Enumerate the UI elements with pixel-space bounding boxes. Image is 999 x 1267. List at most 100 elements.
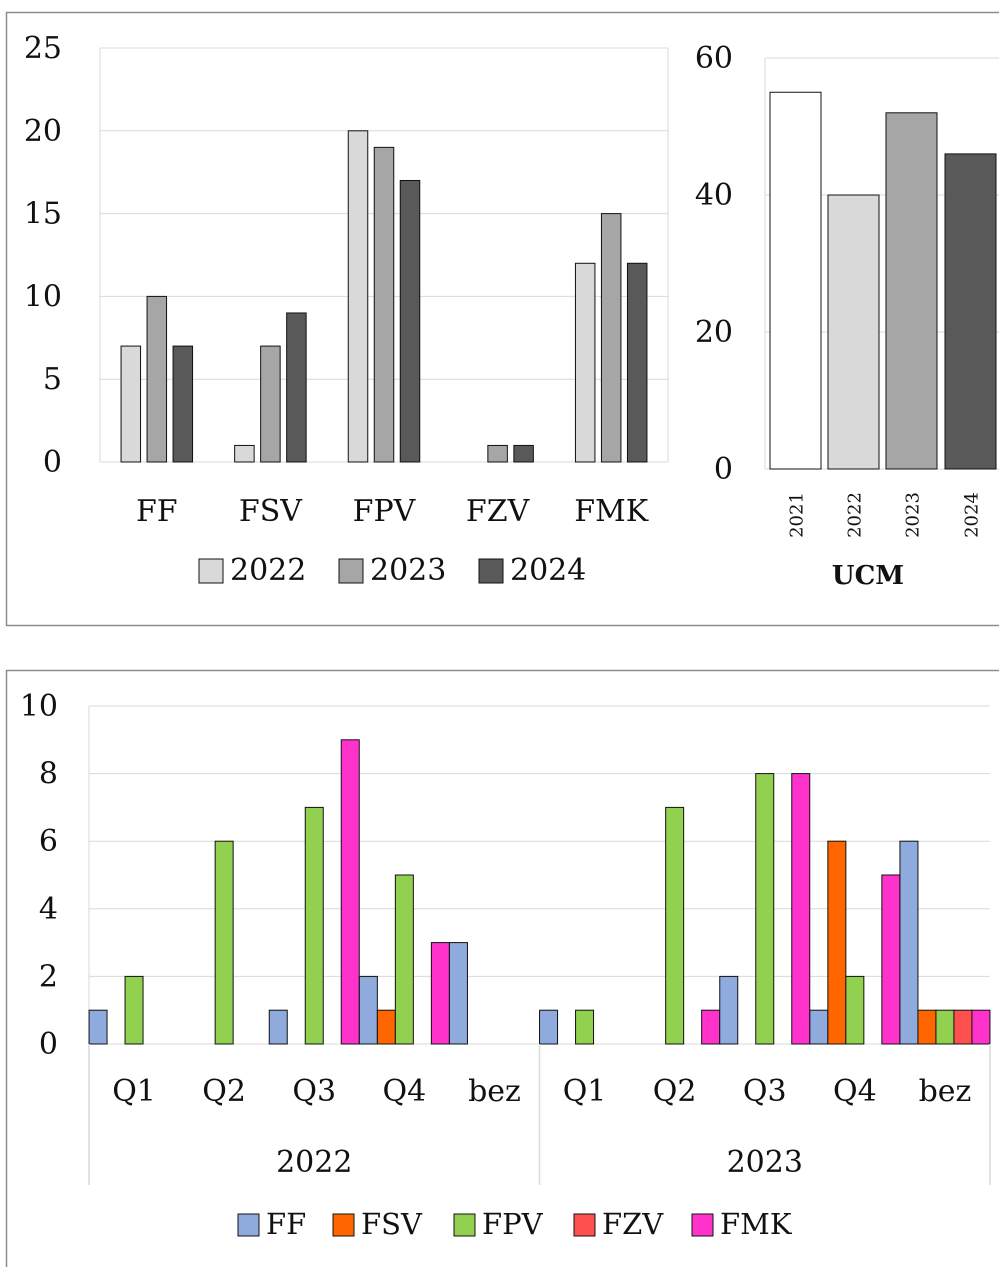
bar-Q4-FF xyxy=(358,975,378,1045)
bar-Q4-FMK xyxy=(430,942,450,1045)
bar-Q3-FPV xyxy=(304,806,324,1045)
x-tick-label: FZV xyxy=(466,494,531,529)
x-tick-label: 2023 xyxy=(903,492,924,538)
legend-label: 2024 xyxy=(510,553,586,588)
x-tick-label: Q4 xyxy=(383,1074,427,1109)
bar-ucm-2021 xyxy=(769,91,822,470)
bar-Q4-FSV xyxy=(827,840,847,1045)
bar-Q2-FPV xyxy=(665,806,685,1045)
y-tick-label: 60 xyxy=(695,41,733,76)
bar-FMK-2024 xyxy=(626,262,648,463)
x-tick-label: FSV xyxy=(239,494,303,529)
y-tick-label: 20 xyxy=(695,315,733,350)
y-tick-label: 0 xyxy=(39,1027,58,1062)
x-tick-label: Q2 xyxy=(653,1074,697,1109)
bar-Q3-FPV xyxy=(755,773,775,1045)
x-tick-label: Q3 xyxy=(292,1074,336,1109)
bar-FF-2024 xyxy=(172,345,194,463)
legend-label: FMK xyxy=(720,1207,793,1241)
bar-bez-FSV xyxy=(917,1009,937,1045)
bar-FMK-2023 xyxy=(600,213,622,463)
bar-ucm-2024 xyxy=(944,153,997,470)
legend-swatch-2022 xyxy=(198,558,224,584)
bar-Q4-FPV xyxy=(394,874,414,1045)
bar-FMK-2022 xyxy=(574,262,596,463)
bar-bez-FF xyxy=(448,942,468,1045)
y-tick-label: 15 xyxy=(24,197,62,232)
x-tick-label: Q4 xyxy=(833,1074,877,1109)
bar-FF-2023 xyxy=(146,295,168,463)
legend-swatch-2023 xyxy=(338,558,364,584)
y-tick-label: 0 xyxy=(43,445,62,480)
bar-Q3-FF xyxy=(719,975,739,1045)
bar-Q1-FPV xyxy=(575,1009,595,1045)
bar-FPV-2024 xyxy=(399,179,421,463)
bar-Q2-FMK xyxy=(701,1009,721,1045)
bar-ucm-2022 xyxy=(827,194,880,470)
bar-Q4-FSV xyxy=(376,1009,396,1045)
bottom-panel-border xyxy=(5,669,999,1267)
legend-swatch-FZV xyxy=(573,1213,596,1237)
bar-FSV-2022 xyxy=(234,444,255,463)
legend-swatch-FSV xyxy=(332,1213,355,1237)
group-label: 2023 xyxy=(727,1145,803,1180)
x-tick-label: FPV xyxy=(353,494,417,529)
y-tick-label: 2 xyxy=(39,959,58,994)
legend-label: 2023 xyxy=(370,553,446,588)
x-tick-label: Q1 xyxy=(563,1074,607,1109)
bar-FF-2022 xyxy=(120,345,142,463)
bar-ucm-2023 xyxy=(885,112,938,470)
legend-swatch-FF xyxy=(237,1213,260,1237)
x-tick-label: 2021 xyxy=(787,492,808,538)
legend-label: FSV xyxy=(361,1207,423,1241)
bar-Q4-FMK xyxy=(881,874,901,1045)
bar-bez-FPV xyxy=(935,1009,955,1045)
legend-label: FPV xyxy=(482,1207,544,1241)
y-tick-label: 0 xyxy=(714,452,733,487)
group-label: 2022 xyxy=(276,1145,352,1180)
legend-label: FZV xyxy=(602,1207,664,1241)
bar-bez-FF xyxy=(899,840,919,1045)
x-tick-label: FMK xyxy=(574,494,649,529)
top-panel-border xyxy=(5,11,999,627)
bar-FZV-2023 xyxy=(487,444,508,463)
legend-label: FF xyxy=(266,1207,306,1241)
y-tick-label: 25 xyxy=(24,31,62,66)
bar-FSV-2024 xyxy=(286,312,307,463)
y-tick-label: 40 xyxy=(695,178,733,213)
y-tick-label: 6 xyxy=(39,824,58,859)
x-tick-label: 2024 xyxy=(962,492,983,538)
legend-label: 2022 xyxy=(230,553,306,588)
bar-Q4-FF xyxy=(809,1009,829,1045)
bar-Q4-FPV xyxy=(845,975,865,1045)
bar-Q3-FMK xyxy=(791,773,811,1045)
x-tick-label: bez xyxy=(919,1074,972,1109)
x-tick-label: Q2 xyxy=(202,1074,246,1109)
y-tick-label: 5 xyxy=(43,362,62,397)
bar-FZV-2024 xyxy=(513,444,534,463)
y-tick-label: 10 xyxy=(24,279,62,314)
bar-FPV-2022 xyxy=(347,130,369,463)
x-tick-label: FF xyxy=(136,494,178,529)
legend-swatch-2024 xyxy=(478,558,504,584)
bar-Q2-FPV xyxy=(214,840,234,1045)
x-axis-label: UCM xyxy=(832,561,904,591)
y-tick-label: 8 xyxy=(39,757,58,792)
x-tick-label: Q3 xyxy=(743,1074,787,1109)
bar-FPV-2023 xyxy=(373,146,395,463)
legend-swatch-FMK xyxy=(691,1213,714,1237)
bar-bez-FMK xyxy=(971,1009,991,1045)
y-tick-label: 20 xyxy=(24,114,62,149)
y-tick-label: 10 xyxy=(20,689,58,724)
bar-Q3-FF xyxy=(268,1009,288,1045)
bar-FSV-2023 xyxy=(260,345,281,463)
bar-Q3-FMK xyxy=(340,739,360,1045)
x-tick-label: Q1 xyxy=(112,1074,156,1109)
legend-swatch-FPV xyxy=(453,1213,476,1237)
x-tick-label: 2022 xyxy=(845,492,866,538)
y-tick-label: 4 xyxy=(39,892,58,927)
bar-Q1-FF xyxy=(88,1009,108,1045)
bar-bez-FZV xyxy=(953,1009,973,1045)
bar-Q1-FPV xyxy=(124,975,144,1045)
